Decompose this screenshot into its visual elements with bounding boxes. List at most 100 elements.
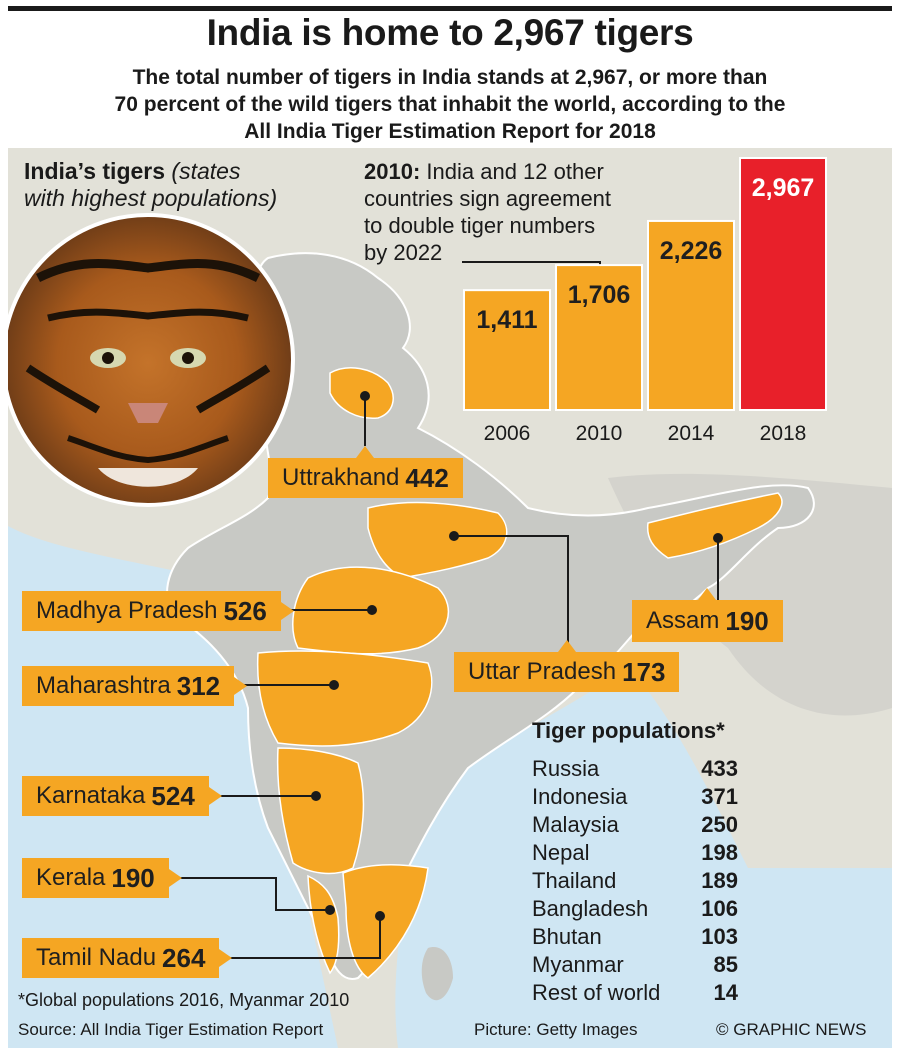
population-row: Indonesia 371 [532, 784, 738, 812]
dot-maharashtra [329, 680, 339, 690]
bar-value-label: 1,706 [568, 281, 631, 309]
note-2010-year: 2010: [364, 159, 421, 184]
note-2010: 2010: India and 12 other countries sign … [364, 158, 611, 266]
label-tamil-nadu: Tamil Nadu 264 [22, 938, 233, 978]
bar-2018 [739, 157, 827, 411]
label-karnataka: Karnataka 524 [22, 776, 222, 816]
page-subtitle: The total number of tigers in India stan… [20, 64, 880, 145]
state-value: 442 [405, 462, 449, 493]
country-value: 85 [713, 952, 738, 977]
country-name: Thailand [532, 868, 617, 893]
state-maharashtra [256, 650, 433, 747]
population-row: Nepal 198 [532, 840, 738, 868]
bar-2010 [555, 264, 643, 411]
infographic-panel: 1,411 2006 1,706 2010 2,226 2014 2,967 2018 Ind… [8, 148, 892, 1048]
state-value: 264 [162, 942, 206, 973]
subtitle-line: The total number of tigers in India stan… [132, 66, 768, 89]
country-value: 106 [701, 896, 738, 921]
state-name: Uttar Pradesh [468, 658, 617, 685]
state-value: 190 [111, 862, 155, 893]
dot-kerala [325, 905, 335, 915]
state-name: Maharashtra [36, 672, 171, 699]
country-name: Indonesia [532, 784, 628, 809]
label-kerala: Kerala 190 [22, 858, 182, 898]
leader-uttar-pradesh [454, 535, 569, 648]
states-heading-italic-1: (states [171, 158, 241, 184]
state-value: 524 [151, 780, 195, 811]
label-uttrakhand: Uttrakhand 442 [268, 446, 463, 498]
states-heading-italic-2: with highest populations) [24, 185, 278, 211]
population-row: Rest of world 14 [532, 980, 738, 1008]
country-value: 198 [701, 840, 738, 865]
state-name: Uttrakhand [282, 464, 400, 491]
leader-kerala [180, 877, 330, 911]
dot-tamil-nadu [375, 911, 385, 921]
label-uttar-pradesh: Uttar Pradesh 173 [454, 640, 680, 692]
dot-uttrakhand [360, 391, 370, 401]
bar-2014 [647, 219, 735, 412]
state-name: Tamil Nadu [36, 944, 157, 971]
map-graphic: 1,411 2006 1,706 2010 2,226 2014 2,967 2018 [8, 157, 892, 1048]
population-row: Russia 433 [532, 756, 738, 784]
state-name: Madhya Pradesh [36, 597, 218, 624]
states-heading-bold: India’s tigers [24, 158, 166, 184]
bar-2006 [463, 289, 551, 411]
country-value: 250 [701, 812, 738, 837]
graphic-news-credit: © GRAPHIC NEWS [716, 1020, 867, 1039]
bar-chart: 1,411 2006 1,706 2010 2,226 2014 2,967 2018 [463, 157, 827, 445]
country-value: 14 [713, 980, 738, 1005]
subtitle-line: All India Tiger Estimation Report for 20… [244, 120, 656, 143]
state-tamil-nadu [342, 863, 429, 979]
label-maharashtra: Maharashtra 312 [22, 666, 248, 706]
sri-lanka [421, 947, 453, 1001]
state-name: Kerala [36, 864, 106, 891]
state-karnataka [276, 747, 365, 875]
country-value: 433 [701, 756, 738, 781]
bar-value-label: 1,411 [476, 306, 537, 334]
bay-sea [395, 668, 892, 1048]
dot-uttar-pradesh [449, 531, 459, 541]
label-assam: Assam 190 [632, 588, 783, 642]
dot-assam [713, 533, 723, 543]
country-name: Bhutan [532, 924, 602, 949]
state-name: Assam [646, 607, 720, 634]
country-name: Nepal [532, 840, 590, 865]
note-2010-line: by 2022 [364, 240, 443, 265]
year-tick-label: 2018 [760, 422, 807, 445]
label-madhya-pradesh: Madhya Pradesh 526 [22, 591, 294, 631]
subtitle-line: 70 percent of the wild tigers that inhab… [114, 93, 786, 116]
page-title: India is home to 2,967 tigers [206, 12, 694, 53]
tiger-populations-heading: Tiger populations* [532, 718, 725, 743]
dot-karnataka [311, 791, 321, 801]
leader-tamil-nadu [218, 916, 381, 959]
bar-value-label: 2,967 [752, 174, 815, 202]
country-value: 103 [701, 924, 738, 949]
state-value: 190 [725, 605, 769, 636]
footnote: *Global populations 2016, Myanmar 2010 [18, 990, 350, 1010]
state-value: 526 [223, 595, 267, 626]
states-heading: India’s tigers (states with highest popu… [24, 158, 277, 212]
country-name: Bangladesh [532, 896, 649, 921]
picture-credit: Picture: Getty Images [474, 1020, 638, 1039]
country-value: 189 [701, 868, 738, 893]
state-uttar-pradesh [367, 501, 508, 579]
state-value: 173 [622, 656, 666, 687]
country-value: 371 [701, 784, 738, 809]
state-assam [646, 492, 783, 559]
note-2010-line: India and 12 other [426, 159, 604, 184]
state-kerala [307, 874, 340, 975]
bar-value-label: 2,226 [660, 237, 723, 265]
note-2010-line: countries sign agreement [364, 186, 612, 211]
population-row: Bhutan 103 [532, 924, 738, 952]
year-tick-label: 2014 [668, 422, 715, 445]
state-value: 312 [176, 670, 221, 701]
year-tick-label: 2010 [576, 422, 623, 445]
top-rule [8, 6, 892, 11]
country-name: Rest of world [532, 980, 661, 1005]
country-name: Malaysia [532, 812, 619, 837]
population-row: Bangladesh 106 [532, 896, 738, 924]
dot-madhya-pradesh [367, 605, 377, 615]
tiger-photo [8, 215, 293, 505]
year-tick-label: 2006 [484, 422, 531, 445]
state-name: Karnataka [36, 782, 146, 809]
